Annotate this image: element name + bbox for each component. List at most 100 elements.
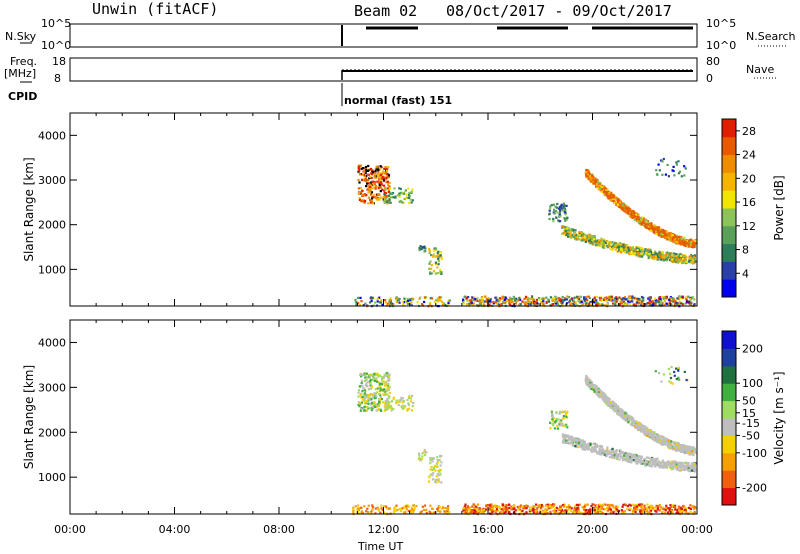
- echo-cell-r5: [535, 503, 538, 506]
- echo-arc-1: [653, 257, 656, 260]
- echo-arc-1: [691, 260, 694, 263]
- echo-arc-1: [585, 235, 588, 238]
- echo-arc-0: [614, 403, 617, 406]
- echo-cell-r5: [662, 296, 665, 299]
- echo-arc-0: [662, 228, 665, 232]
- echo-cell-r4: [565, 218, 568, 221]
- echo-arc-1: [629, 252, 632, 255]
- echo-cell-r6: [412, 509, 416, 512]
- echo-cell-r5: [484, 508, 487, 511]
- echo-arc-1: [602, 242, 605, 245]
- echo-cell-r0: [374, 396, 377, 399]
- echo-cell-r7: [672, 165, 675, 168]
- echo-cell-r6: [423, 504, 427, 507]
- nsearch-tick-top: 10^5: [706, 17, 737, 30]
- echo-cell-r5: [671, 296, 674, 300]
- echo-cell-r5: [542, 299, 545, 302]
- echo-arc-0: [679, 447, 682, 450]
- echo-arc-1: [598, 241, 601, 244]
- echo-cell-r0: [388, 185, 391, 188]
- echo-arc-0: [690, 240, 693, 244]
- echo-cell-r4: [554, 205, 557, 208]
- echo-cell-r0: [369, 380, 372, 383]
- echo-cell-r5: [681, 296, 684, 299]
- echo-cell-r6: [411, 298, 414, 301]
- echo-cell-r0: [372, 403, 375, 406]
- echo-cell-r5: [492, 505, 495, 508]
- echo-cell-r1: [408, 193, 411, 197]
- echo-cell-r5: [691, 296, 694, 299]
- echo-cell-r5: [542, 505, 545, 508]
- echo-arc-0: [606, 188, 609, 191]
- echo-cell-r6: [412, 504, 415, 507]
- echo-cell-r0: [371, 405, 375, 408]
- echo-cell-r4: [556, 427, 559, 430]
- echo-cell-r5: [517, 505, 520, 508]
- echo-cell-r5: [573, 296, 576, 299]
- echo-cell-r5: [604, 503, 607, 506]
- echo-arc-0: [645, 430, 648, 433]
- echo-arc-0: [586, 378, 590, 381]
- echo-cell-r0: [376, 168, 380, 171]
- echo-cell-r5: [607, 503, 610, 507]
- echo-cell-r0: [379, 186, 382, 189]
- echo-arc-1: [657, 255, 660, 258]
- echo-arc-0: [587, 171, 590, 174]
- echo-cell-r2: [438, 471, 441, 474]
- echo-arc-1: [648, 252, 651, 255]
- echo-cell-r3: [418, 248, 421, 252]
- echo-cell-r5: [610, 295, 613, 298]
- echo-cell-r0: [361, 193, 364, 197]
- echo-arc-0: [623, 418, 626, 421]
- echo-cell-r4: [563, 217, 566, 220]
- echo-arc-0: [609, 196, 612, 199]
- echo-cell-r1: [408, 394, 411, 398]
- echo-cell-r5: [601, 303, 604, 306]
- echo-arc-0: [631, 210, 634, 213]
- echo-cell-r5: [597, 507, 600, 510]
- echo-cell-r0: [379, 165, 382, 168]
- echo-cell-r0: [363, 398, 366, 402]
- echo-cell-r5: [575, 508, 578, 511]
- echo-arc-0: [653, 224, 656, 227]
- echo-arc-1: [677, 253, 680, 256]
- echo-cell-r4: [555, 216, 558, 219]
- echo-cell-r2: [438, 458, 441, 462]
- echo-cell-r5: [659, 297, 662, 301]
- echo-cell-r1: [384, 399, 387, 403]
- echo-cell-r5: [506, 509, 509, 512]
- colorbar-segment: [722, 225, 736, 245]
- echo-cell-r5: [469, 511, 472, 514]
- echo-arc-0: [683, 238, 686, 241]
- echo-cell-r6: [441, 303, 444, 306]
- echo-cell-r5: [462, 509, 465, 512]
- echo-cell-r5: [626, 302, 629, 306]
- echo-arc-1: [603, 239, 606, 242]
- echo-arc-0: [649, 430, 652, 433]
- echo-cell-r1: [395, 402, 398, 405]
- echo-cell-r1: [408, 396, 411, 399]
- echo-arc-0: [659, 441, 662, 444]
- echo-cell-r0: [381, 188, 384, 191]
- echo-arc-0: [602, 191, 605, 194]
- echo-cell-r5: [541, 296, 545, 300]
- echo-arc-0: [654, 228, 657, 231]
- echo-cell-r1: [395, 400, 398, 404]
- echo-arc-0: [655, 226, 659, 229]
- echo-cell-r5: [671, 511, 674, 514]
- echo-arc-1: [636, 248, 639, 251]
- echo-arc-0: [636, 423, 639, 426]
- echo-arc-0: [617, 413, 620, 416]
- echo-cell-r5: [494, 301, 497, 304]
- echo-cell-r5: [482, 511, 485, 514]
- echo-cell-r5: [678, 300, 681, 303]
- echo-arc-0: [628, 214, 631, 217]
- echo-cell-r1: [389, 405, 393, 408]
- echo-arc-0: [600, 189, 603, 192]
- echo-arc-0: [664, 234, 667, 237]
- echo-cell-r5: [605, 299, 608, 303]
- echo-cell-r5: [679, 297, 682, 300]
- echo-cell-r0: [383, 189, 386, 192]
- beam-label: Beam 02: [354, 2, 418, 20]
- echo-cell-r0: [372, 183, 375, 186]
